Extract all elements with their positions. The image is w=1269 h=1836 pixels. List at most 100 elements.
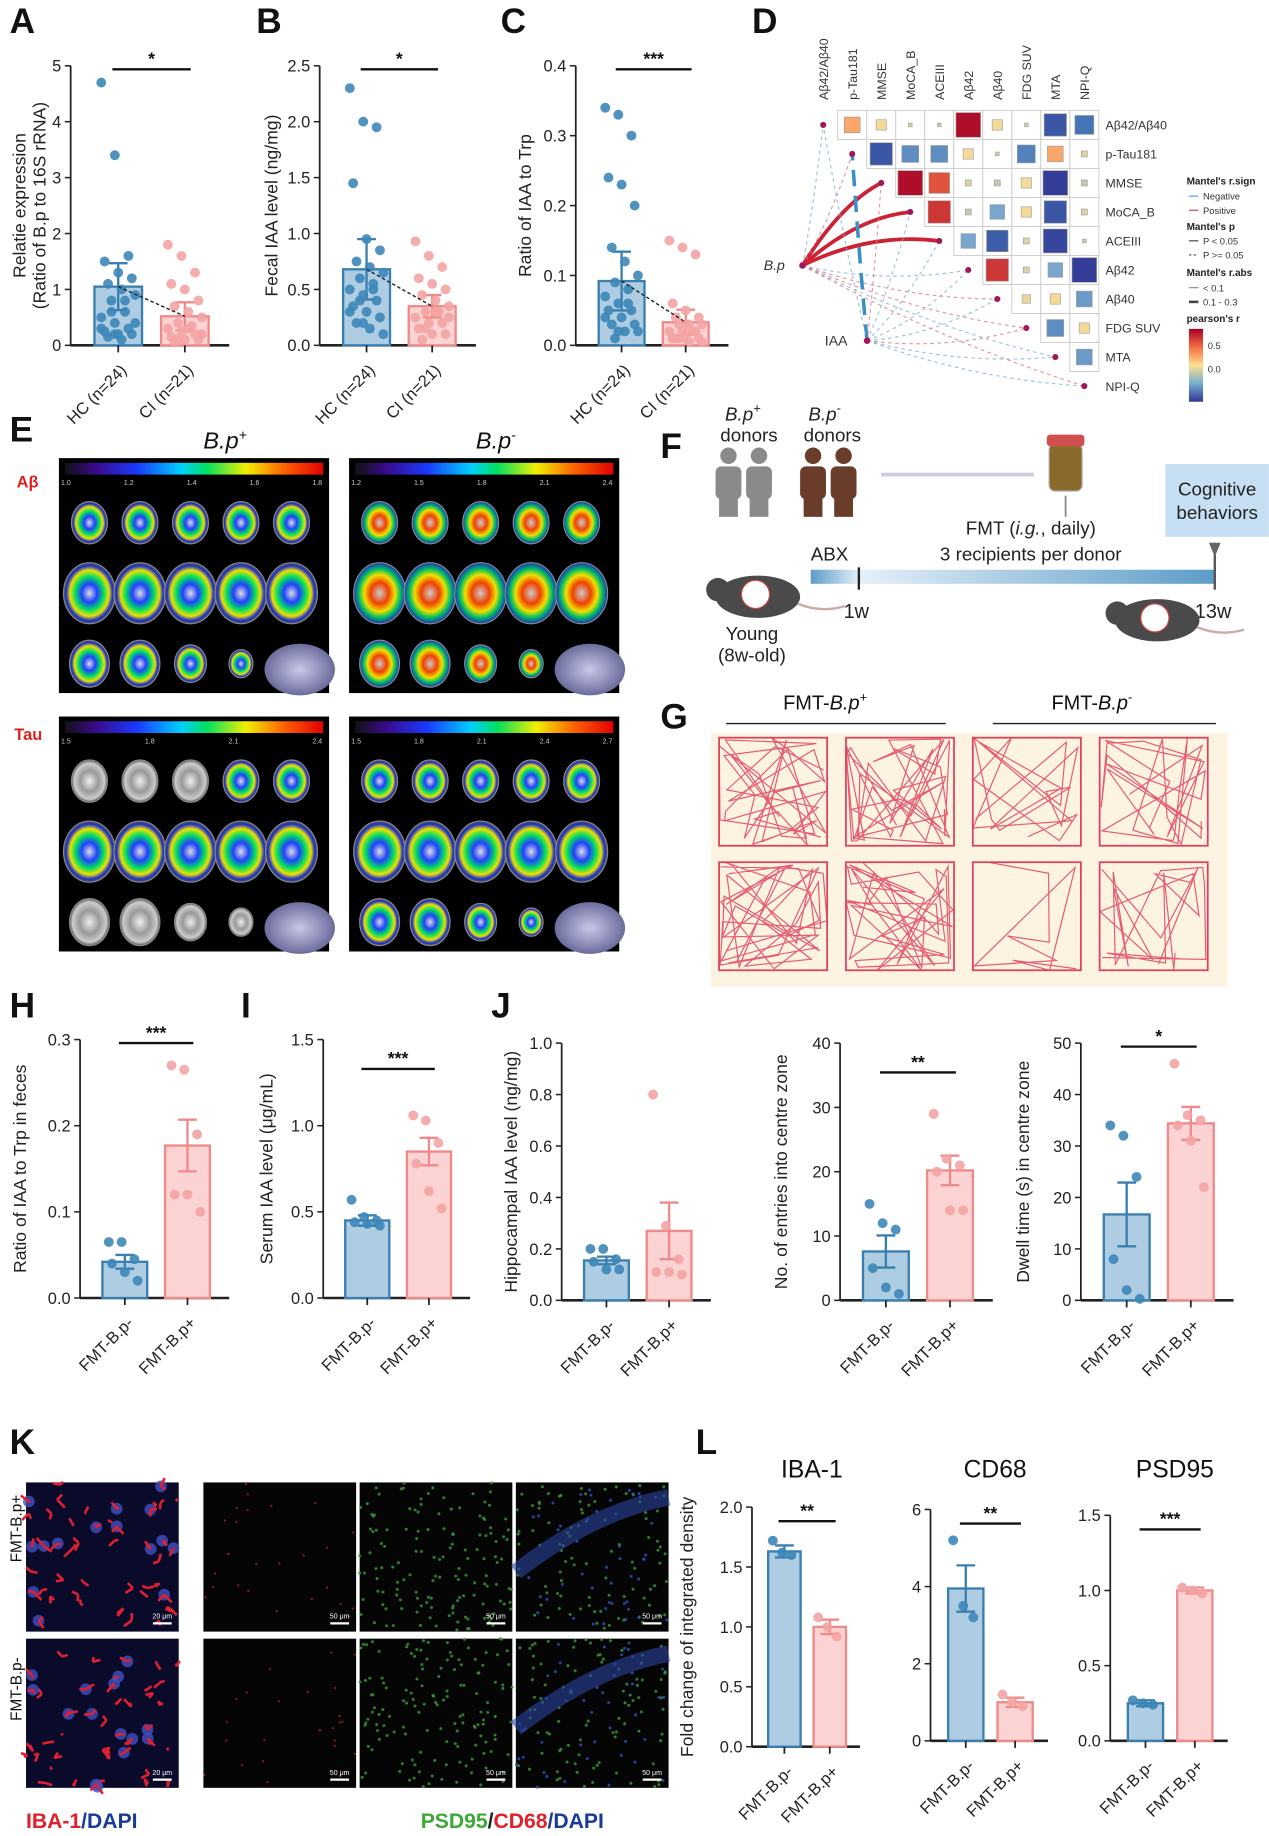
variable-node	[936, 237, 943, 245]
arena-border	[1098, 736, 1209, 847]
microglia	[140, 1768, 151, 1780]
signal-dot	[384, 1624, 389, 1628]
group-header: FMT-B.p+	[783, 689, 867, 714]
y-tick-label: 30	[1053, 1138, 1071, 1156]
donor-label: B.p+	[725, 400, 761, 424]
signal-dot	[400, 1762, 404, 1766]
arena-border	[1098, 861, 1209, 972]
signal-dot	[625, 1682, 629, 1686]
signal-dot	[537, 1514, 541, 1518]
signal-dot	[412, 1776, 416, 1780]
signal-dot	[358, 1680, 362, 1684]
signal-dot	[455, 1729, 459, 1733]
y-tick-label: 2	[912, 1656, 921, 1674]
signal-dot	[653, 1785, 657, 1789]
brain-slice	[403, 562, 457, 625]
data-point	[437, 318, 448, 328]
signal-dot	[325, 1586, 328, 1589]
variable-node	[907, 208, 914, 216]
signal-dot	[604, 1565, 608, 1569]
significance-stars: **	[800, 1500, 814, 1520]
donor-label-sign: -	[837, 400, 842, 415]
signal-dot	[408, 1507, 412, 1511]
cognitive-label: behaviors	[1176, 502, 1257, 523]
week-1-label: 1w	[844, 601, 870, 623]
signal-dot	[359, 1612, 363, 1617]
panel-label-d: D	[752, 2, 777, 41]
signal-dot	[620, 1653, 624, 1657]
signal-dot	[602, 1622, 606, 1626]
signal-dot	[438, 1575, 442, 1579]
data-point	[420, 306, 431, 317]
signal-dot	[495, 1561, 499, 1565]
brain-slice	[464, 644, 498, 684]
signal-dot	[395, 1593, 399, 1597]
signal-dot	[333, 1739, 336, 1742]
y-tick-label: 40	[1053, 1086, 1071, 1104]
x-tick-label: CI (n=21)	[636, 361, 698, 423]
data-point	[413, 273, 424, 284]
column-title-name: B.p	[476, 428, 511, 454]
arena-border	[845, 861, 955, 972]
signal-dot	[416, 1529, 420, 1533]
signal-dot	[651, 1762, 655, 1766]
signal-dot	[348, 1615, 351, 1618]
brain-slice	[403, 820, 457, 883]
signal-dot	[372, 1621, 376, 1625]
signal-dot	[630, 1560, 634, 1564]
signal-dot	[426, 1528, 430, 1532]
chart-j1: 0.0 0.2 0.4 0.6 0.8 1.0 Hippocampal IAA level …	[501, 1035, 711, 1380]
signal-dot	[545, 1597, 549, 1601]
brain-slice	[113, 562, 167, 625]
signal-dot	[584, 1492, 588, 1496]
correlation-square	[1076, 348, 1093, 366]
signal-dot	[400, 1607, 404, 1611]
signal-dot	[502, 1770, 506, 1774]
signal-dot	[560, 1582, 564, 1586]
correlation-square	[1023, 266, 1030, 274]
microglia	[71, 1590, 80, 1602]
signal-dot	[314, 1501, 317, 1504]
correlation-square	[1049, 293, 1061, 305]
fmt-label-part: i.g.	[1015, 517, 1040, 538]
microglia	[161, 1539, 168, 1547]
signal-dot	[587, 1503, 591, 1507]
signal-dot	[361, 1597, 365, 1601]
y-axis-label: Hippocampal IAA level (ng/mg)	[501, 1051, 521, 1293]
signal-dot	[602, 1645, 606, 1649]
signal-dot	[467, 1627, 471, 1631]
signal-dot	[479, 1710, 483, 1714]
panel-label-j: J	[491, 986, 511, 1025]
signal-dot	[359, 1646, 363, 1650]
pet-image: 1.0 1.2 1.4 1.6 1.8	[58, 458, 335, 696]
signal-dot	[584, 1723, 588, 1727]
signal-dot	[371, 1693, 375, 1697]
correlation-square	[1046, 319, 1065, 337]
micrograph-merge: 50 μm	[510, 1482, 671, 1632]
chart-b: 0.0 0.5 1.0 1.5 2.0 2.5 Fecal IAA level (ng/mg…	[261, 49, 476, 428]
signal-dot	[624, 1739, 628, 1743]
data-point	[169, 301, 180, 312]
signal-dot	[354, 1653, 357, 1656]
signal-dot	[559, 1594, 563, 1598]
panel-label-a: A	[10, 2, 35, 41]
signal-dot	[489, 1750, 493, 1754]
brain-slice	[512, 759, 550, 803]
data-point	[600, 291, 611, 302]
young-label: Young	[726, 623, 779, 644]
data-point	[1169, 1058, 1180, 1069]
data-point	[113, 267, 124, 278]
mantel-link	[802, 264, 969, 277]
group-header-part: B.p	[830, 692, 860, 714]
signal-dot	[603, 1487, 607, 1491]
signal-dot	[374, 1567, 378, 1571]
x-tick-label: FMT-B.p-	[318, 1314, 379, 1375]
signal-dot	[456, 1577, 460, 1582]
signal-dot	[387, 1714, 391, 1718]
microglia	[68, 1517, 75, 1527]
data-point	[195, 1206, 206, 1217]
y-tick-label: 1.0	[291, 1118, 314, 1136]
signal-dot	[573, 1639, 577, 1643]
signal-dot	[628, 1693, 632, 1697]
signal-dot	[595, 1763, 599, 1767]
